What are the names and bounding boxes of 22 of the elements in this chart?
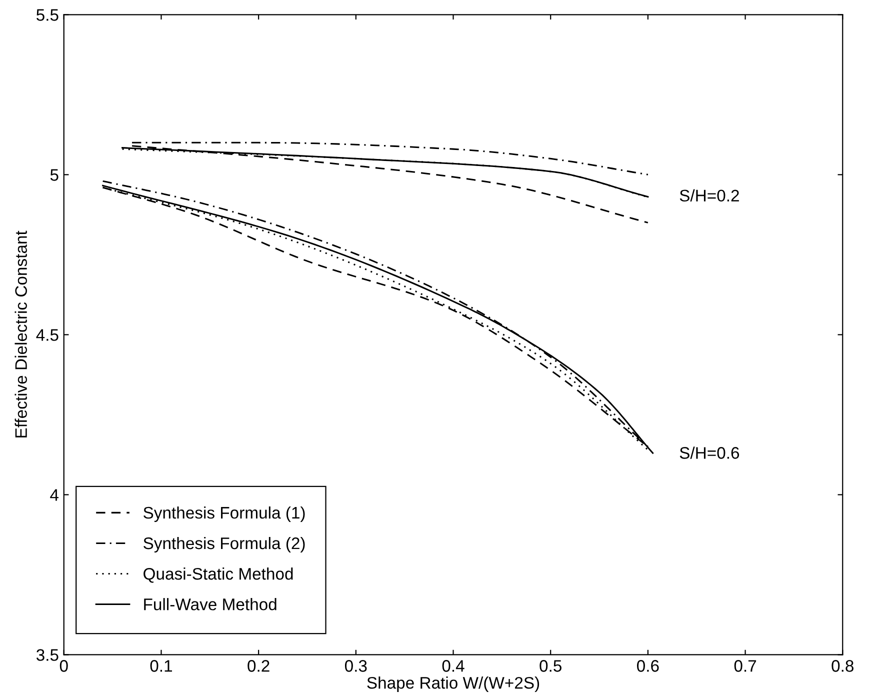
annotation: S/H=0.2 bbox=[680, 189, 739, 202]
y-tick-label: 3.5 bbox=[36, 649, 58, 661]
x-axis-title: Shape Ratio W/(W+2S) bbox=[367, 676, 540, 692]
y-tick-label: 5 bbox=[50, 169, 58, 181]
x-tick-label: 0.8 bbox=[832, 660, 854, 672]
y-tick-label: 5.5 bbox=[36, 9, 58, 21]
y-axis-title: Effective Dielectric Constant bbox=[14, 230, 27, 438]
x-tick-label: 0.7 bbox=[734, 660, 756, 672]
x-tick-label: 0.1 bbox=[150, 660, 172, 672]
y-tick-label: 4 bbox=[50, 489, 59, 501]
legend-label: Quasi-Static Method bbox=[144, 568, 293, 583]
x-tick-label: 0.3 bbox=[344, 660, 367, 672]
x-tick-label: 0.2 bbox=[248, 660, 270, 672]
x-tick-label: 0.5 bbox=[540, 660, 562, 672]
x-tick-label: 0.6 bbox=[637, 660, 659, 672]
y-tick-label: 4.5 bbox=[36, 329, 58, 341]
legend-label: Synthesis Formula (1) bbox=[144, 506, 305, 522]
x-tick-label: 0.4 bbox=[442, 660, 464, 672]
legend-label: Full-Wave Method bbox=[144, 598, 276, 610]
legend-label: Synthesis Formula (2) bbox=[144, 536, 305, 553]
annotation: S/H=0.6 bbox=[680, 446, 740, 459]
x-tick-label: 0 bbox=[60, 660, 68, 672]
